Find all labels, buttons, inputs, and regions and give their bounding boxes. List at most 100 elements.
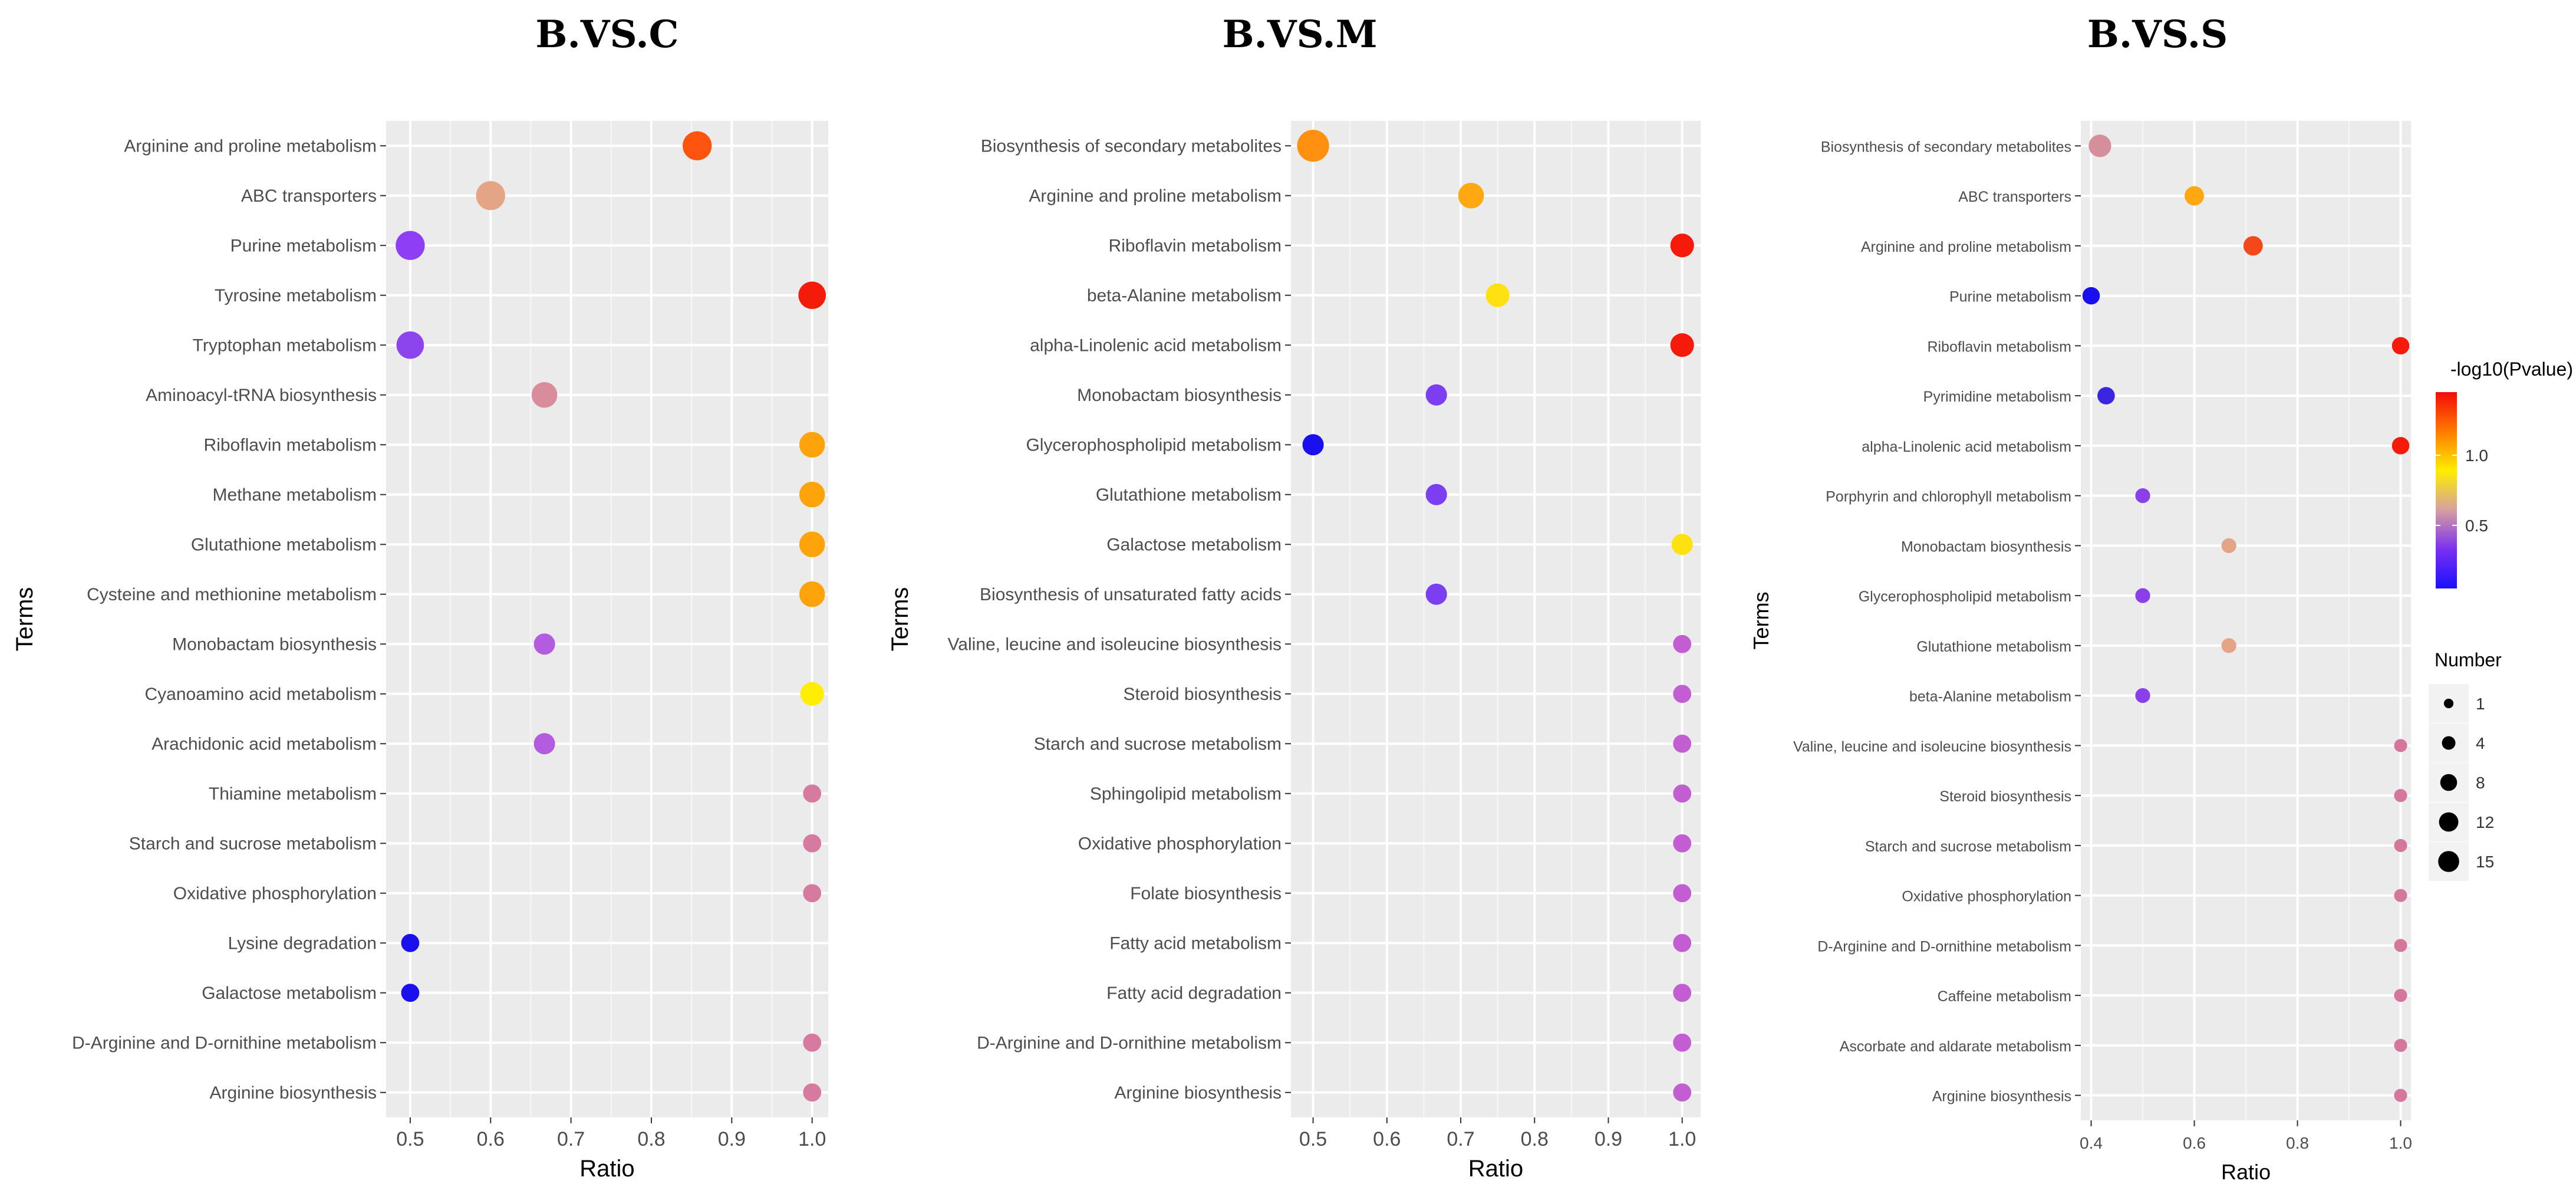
term-label: Glutathione metabolism xyxy=(191,535,377,554)
data-point xyxy=(1673,1033,1692,1052)
term-label: alpha-Linolenic acid metabolism xyxy=(1030,336,1282,355)
term-label: Biosynthesis of unsaturated fatty acids xyxy=(980,585,1282,604)
data-point xyxy=(1302,434,1324,456)
data-point xyxy=(683,131,712,160)
term-label: Starch and sucrose metabolism xyxy=(1034,734,1282,754)
data-point xyxy=(2394,989,2407,1002)
term-label: D-Arginine and D-ornithine metabolism xyxy=(1817,938,2071,955)
data-point xyxy=(2243,236,2263,256)
data-point xyxy=(476,181,505,211)
data-point xyxy=(2221,638,2236,653)
data-point xyxy=(803,884,822,903)
gridlines xyxy=(1285,121,1701,1123)
data-point xyxy=(1670,234,1694,258)
data-point xyxy=(2135,688,2150,703)
term-label: Methane metabolism xyxy=(213,485,377,505)
y-axis-label: Terms xyxy=(12,587,38,652)
color-tick-label: 0.5 xyxy=(2465,517,2488,535)
size-key-dot xyxy=(2440,774,2458,791)
term-label: Biosynthesis of secondary metabolites xyxy=(981,136,1282,156)
data-point xyxy=(533,733,555,755)
term-label: Starch and sucrose metabolism xyxy=(129,834,377,853)
data-point xyxy=(2089,134,2111,157)
term-label: ABC transporters xyxy=(1958,189,2071,205)
data-point xyxy=(1425,384,1447,406)
data-point xyxy=(2394,889,2407,902)
term-label: Glycerophospholipid metabolism xyxy=(1859,588,2071,605)
panel-bvss: B.VS.S Biosynthesis of secondary metabol… xyxy=(1749,12,2412,1184)
data-point xyxy=(2394,739,2407,752)
size-key-label: 8 xyxy=(2476,774,2485,792)
data-point xyxy=(1485,283,1510,307)
term-label: Lysine degradation xyxy=(228,933,377,953)
term-label: Tyrosine metabolism xyxy=(215,286,377,305)
data-point xyxy=(1673,734,1692,753)
term-label: Riboflavin metabolism xyxy=(1927,338,2071,355)
x-tick-label: 1.0 xyxy=(1668,1128,1696,1150)
data-point xyxy=(396,231,425,260)
term-label: Starch and sucrose metabolism xyxy=(1865,838,2071,855)
term-label: Fatty acid degradation xyxy=(1106,984,1282,1003)
data-point xyxy=(799,581,825,607)
data-point xyxy=(1425,583,1447,605)
data-point xyxy=(2082,287,2100,305)
data-point xyxy=(2394,789,2407,803)
term-label: Glutathione metabolism xyxy=(1096,485,1282,505)
data-point xyxy=(803,834,822,853)
term-label: Galactose metabolism xyxy=(202,984,377,1003)
term-label: Purine metabolism xyxy=(230,236,377,255)
data-point xyxy=(799,432,825,458)
data-point xyxy=(2135,588,2150,603)
data-point xyxy=(1673,884,1692,903)
term-label: Monobactam biosynthesis xyxy=(172,634,377,654)
term-label: Caffeine metabolism xyxy=(1938,988,2071,1005)
data-point xyxy=(2394,1038,2407,1052)
x-tick-label: 0.7 xyxy=(557,1128,585,1150)
size-key-dot xyxy=(2439,812,2459,832)
size-key-label: 12 xyxy=(2476,813,2494,831)
term-label: beta-Alanine metabolism xyxy=(1087,286,1282,305)
data-point xyxy=(2394,838,2407,852)
plot-background xyxy=(1291,121,1701,1117)
data-point xyxy=(1671,534,1693,555)
color-ticks: 1.0 0.5 xyxy=(2436,446,2488,535)
term-label: Arginine biosynthesis xyxy=(1932,1089,2071,1105)
x-axis-label: Ratio xyxy=(2221,1160,2271,1184)
data-point xyxy=(1673,933,1692,952)
x-axis-label: Ratio xyxy=(579,1156,634,1182)
data-point xyxy=(799,481,825,508)
term-label: Glycerophospholipid metabolism xyxy=(1026,435,1282,455)
term-label: D-Arginine and D-ornithine metabolism xyxy=(72,1033,377,1053)
x-tick-label: 0.5 xyxy=(396,1128,424,1150)
x-tick-label: 0.4 xyxy=(2080,1134,2103,1152)
data-points xyxy=(1297,130,1694,1102)
term-label: Arginine biosynthesis xyxy=(210,1083,377,1103)
data-point xyxy=(1670,333,1694,357)
term-label: Cysteine and methionine metabolism xyxy=(87,585,377,604)
gridlines xyxy=(380,121,828,1123)
term-label: Valine, leucine and isoleucine biosynthe… xyxy=(948,634,1282,654)
size-key-dot xyxy=(2442,736,2456,750)
data-point xyxy=(1673,834,1692,853)
color-legend-title: -log10(Pvalue) xyxy=(2450,359,2573,380)
x-tick-labels: 0.5 0.6 0.7 0.8 0.9 1.0 xyxy=(1299,1128,1696,1150)
term-label: Riboflavin metabolism xyxy=(204,435,377,455)
term-label: Porphyrin and chlorophyll metabolism xyxy=(1826,489,2071,505)
data-points xyxy=(396,131,826,1102)
term-label: Pyrimidine metabolism xyxy=(1923,389,2071,405)
data-point xyxy=(2097,387,2115,405)
x-tick-label: 1.0 xyxy=(798,1128,826,1150)
term-label: Fatty acid metabolism xyxy=(1109,933,1282,953)
x-tick-label: 0.5 xyxy=(1299,1128,1327,1150)
data-point xyxy=(799,531,825,558)
panel-bvsc: B.VS.C Arginine and proline metabolism AB… xyxy=(12,12,828,1182)
term-label: Arginine and proline metabolism xyxy=(1861,239,2071,255)
data-point xyxy=(1673,1083,1692,1102)
data-point xyxy=(803,1083,822,1102)
data-point xyxy=(2221,538,2236,554)
size-key-label: 15 xyxy=(2476,853,2494,871)
panel-bvsm: B.VS.M Biosynthesis of secondary metabol… xyxy=(887,12,1701,1182)
data-point xyxy=(396,331,424,359)
data-point xyxy=(1458,182,1484,209)
x-tick-label: 0.8 xyxy=(637,1128,665,1150)
